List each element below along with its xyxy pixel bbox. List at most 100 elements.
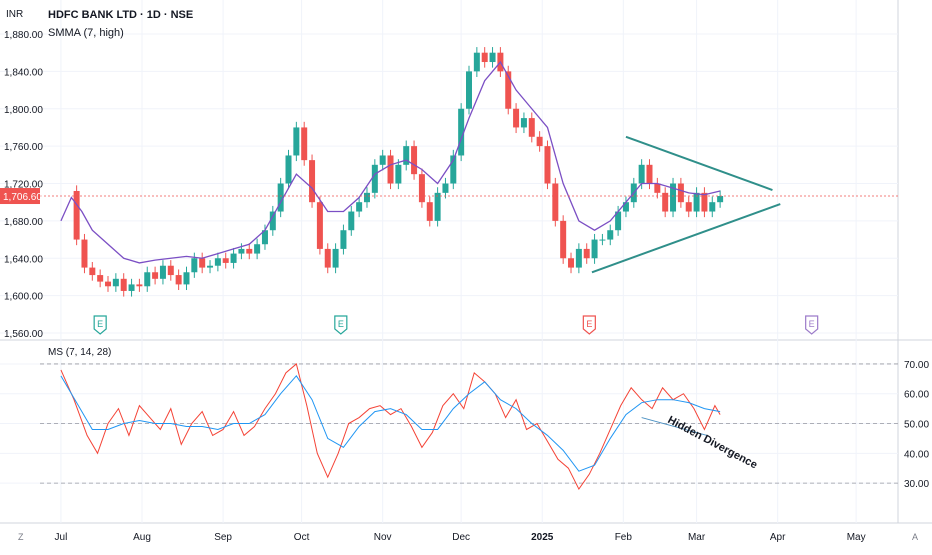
ms-tick-label: 40.00 — [904, 449, 929, 460]
price-tick-label: 1,840.00 — [4, 67, 43, 78]
candle-body — [717, 196, 724, 203]
candle-body — [112, 278, 119, 287]
candle-body — [285, 155, 292, 184]
price-tick-label: 1,760.00 — [4, 142, 43, 153]
auto-scale-corner: A — [912, 532, 918, 542]
triangle-upper-line — [625, 135, 773, 191]
candle-body — [159, 265, 166, 279]
candle-body — [591, 239, 598, 259]
earnings-marker-label: E — [809, 319, 815, 329]
ms-slow-line — [60, 375, 721, 472]
candle-body — [89, 267, 96, 276]
candle-body — [473, 52, 480, 72]
candle-body — [646, 164, 653, 184]
price-tick-label: 1,640.00 — [4, 254, 43, 265]
candle-body — [81, 239, 88, 268]
candle-body — [466, 71, 472, 109]
candle-body — [622, 202, 629, 212]
candle-body — [371, 164, 378, 193]
candle-body — [442, 183, 449, 193]
candle-body — [615, 211, 622, 231]
candle-body — [701, 192, 708, 212]
candle-body — [340, 230, 347, 249]
earnings-marker-label: E — [97, 319, 103, 329]
candle-body — [458, 108, 465, 156]
candle-body — [230, 253, 237, 263]
candle-body — [607, 230, 614, 240]
price-tick-label: 1,720.00 — [4, 180, 43, 191]
candle-body — [552, 183, 559, 221]
candle-body — [599, 239, 606, 241]
candle-body — [316, 202, 323, 249]
time-tick-label: Sep — [214, 532, 232, 543]
time-tick-label: Jul — [55, 532, 68, 543]
candle-body — [167, 265, 174, 276]
currency-label: INR — [6, 9, 23, 20]
time-tick-label: Aug — [133, 532, 151, 543]
candle-body — [520, 118, 527, 128]
candle-body — [246, 248, 253, 254]
last-price-tag — [0, 188, 40, 205]
candle-body — [222, 258, 229, 263]
time-tick-label: Nov — [374, 532, 392, 543]
candle-body — [403, 146, 410, 165]
indicator-label[interactable]: SMMA (7, high) — [48, 27, 124, 39]
oscillator-pane: Hidden Divergence — [40, 363, 898, 491]
candle-body — [324, 248, 331, 268]
candle-body — [73, 190, 80, 240]
candle-body — [568, 258, 575, 268]
price-tick-label: 1,800.00 — [4, 105, 43, 116]
candle-body — [277, 183, 284, 212]
divergence-annotation: Hidden Divergence — [666, 414, 760, 471]
price-tick-label: 1,680.00 — [4, 217, 43, 228]
candle-body — [544, 146, 551, 184]
last-price-label: 1,706.60 — [3, 192, 42, 203]
candle-body — [528, 118, 535, 137]
candle-body — [356, 202, 363, 212]
triangle-lower-line — [591, 203, 781, 274]
ms-fast-line — [60, 363, 721, 491]
candle-body — [214, 258, 221, 266]
chart-title: HDFC BANK LTD · 1D · NSE — [48, 9, 194, 21]
candle-body — [97, 275, 104, 282]
ms-tick-label: 70.00 — [904, 360, 929, 371]
candle-body — [426, 202, 433, 221]
candle-body — [411, 146, 418, 175]
candle-body — [293, 127, 300, 156]
candle-body — [450, 155, 457, 184]
timezone-corner: Z — [18, 532, 24, 542]
earnings-marker — [93, 315, 107, 335]
ms-tick-label: 50.00 — [904, 420, 929, 431]
earnings-marker-label: E — [586, 319, 592, 329]
candle-body — [677, 183, 684, 203]
candle-body — [489, 52, 496, 63]
candle-body — [199, 258, 206, 268]
candle-body — [434, 192, 441, 221]
candle-body — [685, 202, 692, 212]
ms-tick-label: 60.00 — [904, 390, 929, 401]
time-tick-label: May — [847, 532, 866, 543]
candle-body — [136, 284, 143, 287]
candle-body — [662, 192, 669, 212]
candle-body — [254, 244, 261, 254]
earnings-marker — [582, 315, 596, 335]
candle-body — [269, 211, 276, 231]
candle-body — [175, 275, 182, 285]
candle-body — [505, 71, 512, 109]
candle-body — [513, 108, 520, 128]
candle-body — [144, 272, 151, 287]
oscillator-label[interactable]: MS (7, 14, 28) — [48, 347, 112, 358]
price-tick-label: 1,600.00 — [4, 292, 43, 303]
candle-body — [583, 248, 590, 259]
price-tick-label: 1,880.00 — [4, 30, 43, 41]
time-tick-label: Mar — [688, 532, 706, 543]
time-tick-label: Oct — [294, 532, 310, 543]
candle-body — [207, 265, 214, 268]
candle-body — [575, 248, 582, 268]
candle-body — [481, 52, 488, 63]
divergence-line — [641, 417, 708, 436]
candle-body — [560, 220, 567, 259]
candle-body — [261, 230, 268, 245]
